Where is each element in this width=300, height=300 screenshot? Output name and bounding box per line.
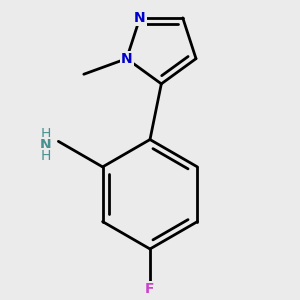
Text: N: N <box>40 138 51 152</box>
Text: N: N <box>134 11 146 25</box>
Text: F: F <box>145 282 155 296</box>
Text: H: H <box>41 127 51 141</box>
Text: H: H <box>41 149 51 163</box>
Text: N: N <box>121 52 132 66</box>
